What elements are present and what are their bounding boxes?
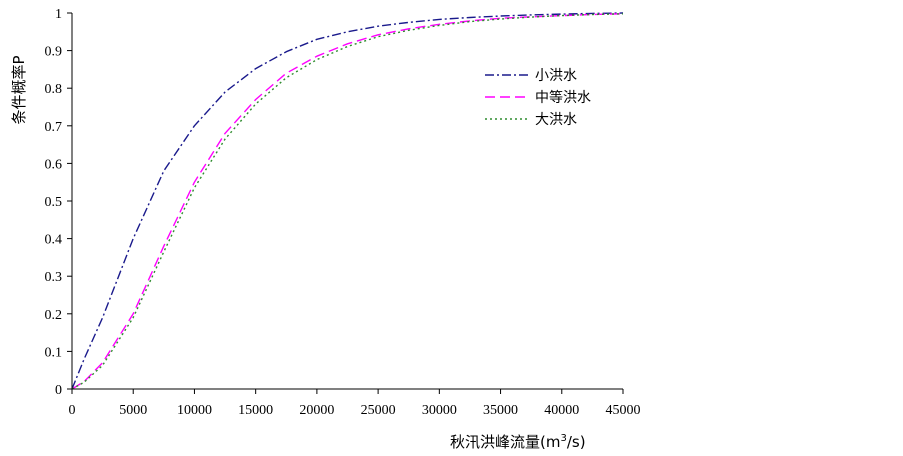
x-tick-label: 0 [69, 403, 76, 418]
y-tick-label: 0 [55, 383, 62, 398]
x-tick-label: 20000 [299, 403, 334, 418]
y-tick-label: 0.8 [45, 82, 63, 97]
series-line-2 [71, 13, 624, 390]
legend-label: 小洪水 [535, 68, 577, 84]
y-tick-label: 0.2 [45, 308, 63, 323]
y-tick-label: 0.1 [45, 345, 63, 360]
legend-label: 大洪水 [535, 112, 577, 128]
y-tick-label: 0.4 [45, 233, 63, 248]
y-tick-label: 0.9 [45, 45, 63, 60]
y-tick-label: 0.3 [45, 270, 63, 285]
y-tick-label: 0.6 [45, 157, 63, 172]
x-tick-label: 40000 [544, 403, 579, 418]
plot-area [71, 12, 624, 390]
y-axis-title: 条件概率P [10, 55, 28, 124]
x-tick-label: 25000 [361, 403, 396, 418]
x-tick-label: 30000 [422, 403, 457, 418]
series-line-1 [71, 12, 624, 390]
x-tick-label: 35000 [483, 403, 518, 418]
x-axis-title-tail: /s) [567, 433, 586, 451]
y-tick-label: 0.7 [45, 120, 63, 135]
series-line-3 [71, 13, 624, 390]
x-axis-title: 秋汛洪峰流量(m3/s) [450, 433, 586, 451]
x-tick-label: 10000 [177, 403, 212, 418]
y-tick-label: 0.5 [45, 195, 63, 210]
x-tick-label: 45000 [606, 403, 641, 418]
tick-labels: 0 0.1 0.2 0.3 0.4 0.5 0.6 0.7 0.8 0.9 1 0 5000 10000 1… [45, 7, 641, 418]
legend-label: 中等洪水 [535, 89, 591, 106]
axes [67, 12, 624, 394]
x-tick-label: 15000 [238, 403, 273, 418]
x-axis-title-superscript: 3 [560, 433, 566, 444]
y-tick-label: 1 [55, 7, 62, 22]
x-tick-label: 5000 [119, 403, 147, 418]
x-axis-title-main: 秋汛洪峰流量(m [450, 433, 560, 451]
